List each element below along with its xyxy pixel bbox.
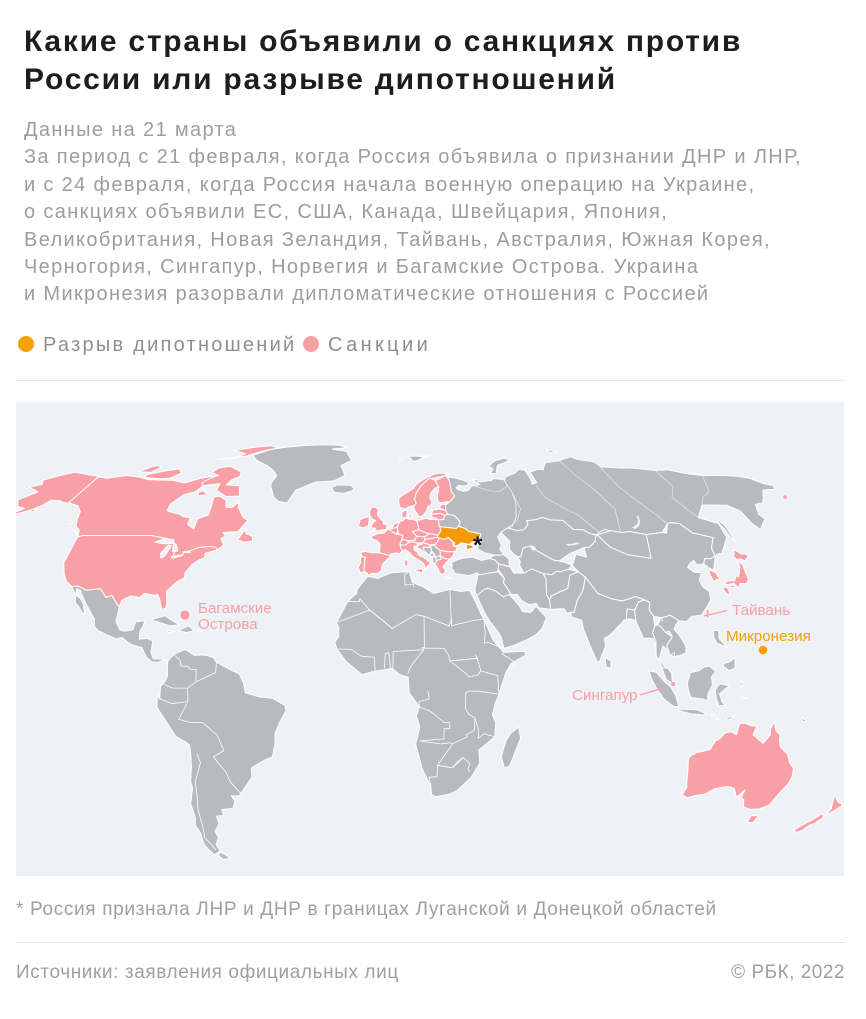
svg-text:Багамские: Багамские: [198, 600, 272, 617]
svg-text:Тайвань: Тайвань: [732, 602, 790, 619]
svg-text:Микронезия: Микронезия: [726, 628, 811, 645]
svg-text:Сингапур: Сингапур: [572, 687, 638, 704]
svg-text:Острова: Острова: [198, 616, 258, 633]
svg-text:*: *: [473, 532, 483, 559]
